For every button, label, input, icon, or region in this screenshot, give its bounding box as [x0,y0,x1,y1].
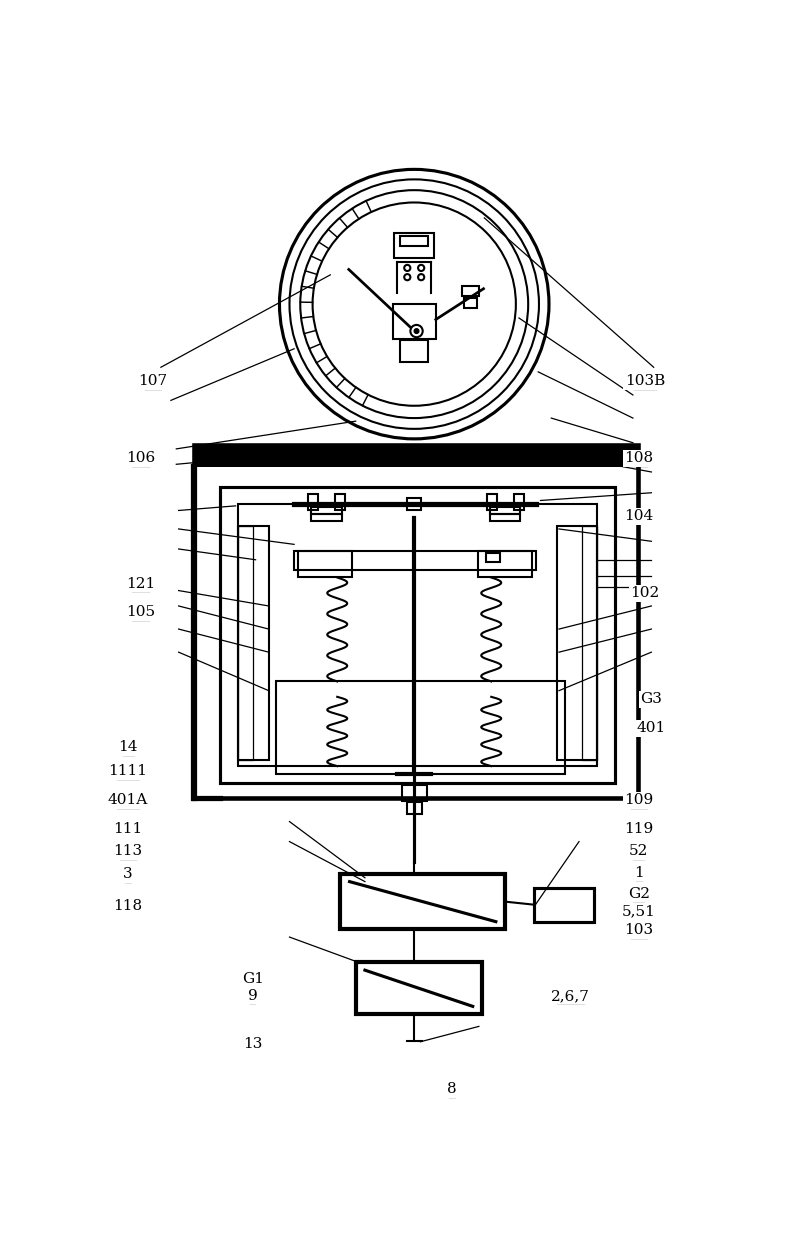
Text: 401: 401 [637,721,666,736]
Text: 118: 118 [113,899,142,913]
Text: G1: G1 [242,972,264,986]
Text: 52: 52 [629,844,649,858]
Bar [514,494,523,510]
Text: 13: 13 [243,1037,262,1051]
Bar [535,888,595,922]
Text: 2,6,7: 2,6,7 [551,988,590,1003]
Text: 104: 104 [625,509,654,523]
Text: 121: 121 [126,577,155,590]
Bar [335,494,345,510]
Text: 103B: 103B [625,374,665,388]
Text: 5,51: 5,51 [622,904,656,918]
Text: 3: 3 [123,867,133,882]
Bar [220,488,615,783]
Text: 109: 109 [625,793,654,807]
Bar [464,298,477,308]
Text: 102: 102 [630,587,659,600]
Text: G3: G3 [641,692,663,706]
Bar [407,498,421,510]
Text: 107: 107 [138,374,167,388]
Bar [392,304,436,339]
Bar [194,445,638,798]
Bar [486,494,497,510]
Bar [238,525,253,759]
Bar [341,874,505,929]
Text: 106: 106 [126,452,155,465]
Bar [238,525,269,759]
Bar [394,233,434,258]
Text: 14: 14 [118,741,138,754]
Bar [194,445,638,467]
Circle shape [414,329,419,333]
Text: G2: G2 [628,887,650,901]
Text: 108: 108 [625,452,654,465]
Text: 1111: 1111 [108,764,147,778]
Text: 9: 9 [248,988,257,1003]
Bar [489,507,520,514]
Text: 113: 113 [113,844,142,858]
Text: 1: 1 [634,866,644,879]
Bar [400,340,428,362]
Text: 105: 105 [126,605,155,619]
Text: 103: 103 [625,923,654,937]
Bar [294,550,536,569]
Bar [298,550,352,578]
Text: 119: 119 [625,822,654,836]
Bar [238,504,598,766]
Bar [582,525,598,759]
Bar [356,962,482,1015]
Bar [407,802,422,814]
Bar [311,514,342,522]
Bar [557,525,598,759]
Bar [277,682,565,774]
Bar [462,285,479,296]
Bar [311,507,342,514]
Text: 8: 8 [447,1082,457,1096]
Bar [402,786,426,801]
Text: 111: 111 [113,822,142,836]
Bar [308,494,318,510]
Bar [486,553,500,562]
Bar [478,550,532,578]
Text: 401A: 401A [108,793,148,807]
Bar [489,514,520,522]
Bar [400,235,428,246]
